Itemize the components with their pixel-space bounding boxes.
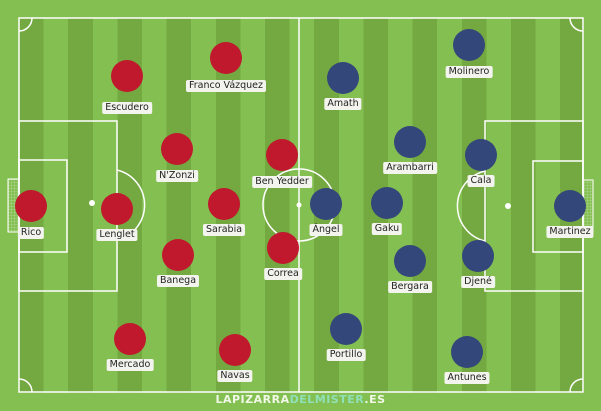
away-player-token[interactable] <box>554 190 586 222</box>
away-player-token[interactable] <box>394 126 426 158</box>
home-player-token[interactable] <box>111 60 143 92</box>
home-player-name: Rico <box>17 227 45 239</box>
away-player-name: Amath <box>324 98 362 110</box>
away-player-token[interactable] <box>451 336 483 368</box>
home-player-token[interactable] <box>162 239 194 271</box>
home-player-name: Banega <box>156 275 200 287</box>
home-player-token[interactable] <box>266 139 298 171</box>
brand-logo: LAPIZARRADELMISTER.ES <box>0 393 601 406</box>
brand-part-1: LAPIZARRA <box>215 393 290 406</box>
home-player-name: Franco Vázquez <box>185 80 267 92</box>
away-player-name: Portillo <box>326 349 366 361</box>
away-player-token[interactable] <box>394 245 426 277</box>
away-player-token[interactable] <box>453 29 485 61</box>
home-player-token[interactable] <box>15 190 47 222</box>
home-player-token[interactable] <box>267 232 299 264</box>
away-player-name: Arambarri <box>383 162 437 174</box>
home-player-name: Mercado <box>106 359 154 371</box>
away-player-name: Gaku <box>371 223 403 235</box>
away-player-name: Martinez <box>546 226 594 238</box>
home-player-token[interactable] <box>208 188 240 220</box>
home-player-token[interactable] <box>219 334 251 366</box>
away-player-name: Antunes <box>444 372 490 384</box>
away-player-token[interactable] <box>465 139 497 171</box>
away-player-token[interactable] <box>462 240 494 272</box>
away-player-token[interactable] <box>310 188 342 220</box>
home-player-name: Ben Yedder <box>252 176 312 188</box>
brand-part-2: DELMISTER <box>289 393 365 406</box>
away-player-name: Bergara <box>388 281 432 293</box>
away-player-name: Cala <box>467 175 495 187</box>
brand-part-3: .ES <box>364 393 386 406</box>
away-player-token[interactable] <box>327 62 359 94</box>
home-player-name: Navas <box>217 370 253 382</box>
home-player-name: Sarabia <box>202 224 246 236</box>
away-player-name: Djené <box>461 276 495 288</box>
home-player-token[interactable] <box>101 193 133 225</box>
home-player-token[interactable] <box>161 133 193 165</box>
away-player-token[interactable] <box>330 313 362 345</box>
home-player-name: Lenglet <box>96 229 138 241</box>
home-player-token[interactable] <box>114 323 146 355</box>
home-player-name: Correa <box>264 268 302 280</box>
home-player-name: N'Zonzi <box>156 170 198 182</box>
home-player-token[interactable] <box>210 42 242 74</box>
home-player-name: Escudero <box>102 102 152 114</box>
away-player-name: Ángel <box>309 224 343 236</box>
away-player-name: Molinero <box>445 66 493 78</box>
away-player-token[interactable] <box>371 187 403 219</box>
